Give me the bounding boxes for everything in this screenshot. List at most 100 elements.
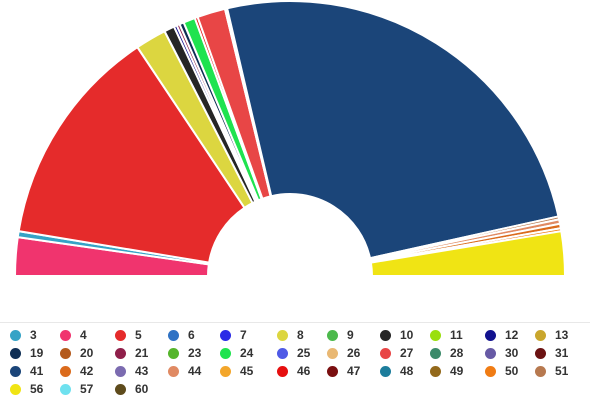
legend-swatch [60, 383, 71, 395]
legend-swatch [10, 365, 21, 377]
legend-swatch [277, 329, 288, 341]
legend-item-11[interactable]: 11 [430, 326, 463, 344]
legend-swatch [485, 365, 496, 377]
legend-swatch [220, 365, 231, 377]
legend-item-42[interactable]: 42 [60, 362, 93, 380]
legend-label: 48 [400, 364, 414, 378]
legend-item-4[interactable]: 4 [60, 326, 87, 344]
legend-label: 10 [400, 328, 414, 342]
legend-item-48[interactable]: 48 [380, 362, 413, 380]
legend-swatch [327, 365, 338, 377]
legend-label: 44 [188, 364, 202, 378]
legend-swatch [10, 347, 21, 359]
legend-label: 57 [80, 382, 94, 396]
legend-swatch [220, 329, 231, 341]
legend-label: 43 [135, 364, 149, 378]
legend-swatch [168, 365, 179, 377]
legend-swatch [115, 383, 126, 395]
legend-item-43[interactable]: 43 [115, 362, 148, 380]
legend-item-7[interactable]: 7 [220, 326, 247, 344]
legend-label: 13 [555, 328, 569, 342]
legend-item-3[interactable]: 3 [10, 326, 37, 344]
legend-swatch [10, 329, 21, 341]
legend-label: 51 [555, 364, 569, 378]
legend: 3 4 5 6 7 8 9 10 11 12 13 19 20 21 23 24 25 26 27 28 30 31 41 4… [0, 322, 590, 403]
legend-label: 25 [297, 346, 311, 360]
legend-label: 12 [505, 328, 519, 342]
legend-label: 47 [347, 364, 361, 378]
legend-item-9[interactable]: 9 [327, 326, 354, 344]
legend-swatch [220, 347, 231, 359]
legend-item-19[interactable]: 19 [10, 344, 43, 362]
legend-item-21[interactable]: 21 [115, 344, 148, 362]
legend-label: 24 [240, 346, 254, 360]
legend-item-41[interactable]: 41 [10, 362, 43, 380]
legend-swatch [60, 365, 71, 377]
legend-label: 6 [188, 328, 195, 342]
legend-label: 45 [240, 364, 254, 378]
legend-label: 60 [135, 382, 149, 396]
legend-item-5[interactable]: 5 [115, 326, 142, 344]
legend-item-51[interactable]: 51 [535, 362, 568, 380]
legend-swatch [277, 347, 288, 359]
legend-item-50[interactable]: 50 [485, 362, 518, 380]
legend-item-8[interactable]: 8 [277, 326, 304, 344]
legend-label: 7 [240, 328, 247, 342]
legend-swatch [60, 347, 71, 359]
legend-swatch [380, 329, 391, 341]
legend-label: 42 [80, 364, 94, 378]
arc-segment-5[interactable] [17, 45, 246, 264]
legend-item-49[interactable]: 49 [430, 362, 463, 380]
legend-label: 27 [400, 346, 414, 360]
legend-swatch [327, 329, 338, 341]
legend-label: 3 [30, 328, 37, 342]
legend-item-23[interactable]: 23 [168, 344, 201, 362]
legend-item-30[interactable]: 30 [485, 344, 518, 362]
legend-item-20[interactable]: 20 [60, 344, 93, 362]
legend-swatch [10, 383, 21, 395]
legend-label: 56 [30, 382, 44, 396]
arc-segments [13, 0, 567, 277]
legend-item-60[interactable]: 60 [115, 380, 148, 398]
legend-swatch [168, 329, 179, 341]
legend-item-46[interactable]: 46 [277, 362, 310, 380]
arc-segment-56[interactable] [369, 230, 567, 277]
legend-label: 9 [347, 328, 354, 342]
legend-item-26[interactable]: 26 [327, 344, 360, 362]
legend-item-57[interactable]: 57 [60, 380, 93, 398]
legend-swatch [327, 347, 338, 359]
legend-label: 5 [135, 328, 142, 342]
legend-item-56[interactable]: 56 [10, 380, 43, 398]
arc-segment-41[interactable] [225, 0, 560, 260]
parliament-arc [13, 0, 567, 277]
legend-item-44[interactable]: 44 [168, 362, 201, 380]
legend-item-28[interactable]: 28 [430, 344, 463, 362]
legend-item-10[interactable]: 10 [380, 326, 413, 344]
legend-swatch [535, 347, 546, 359]
legend-label: 28 [450, 346, 464, 360]
legend-swatch [277, 365, 288, 377]
legend-item-45[interactable]: 45 [220, 362, 253, 380]
legend-item-12[interactable]: 12 [485, 326, 518, 344]
legend-swatch [430, 365, 441, 377]
legend-swatch [430, 329, 441, 341]
legend-label: 26 [347, 346, 361, 360]
legend-item-27[interactable]: 27 [380, 344, 413, 362]
legend-item-31[interactable]: 31 [535, 344, 568, 362]
legend-item-47[interactable]: 47 [327, 362, 360, 380]
legend-swatch [60, 329, 71, 341]
legend-swatch [115, 365, 126, 377]
legend-swatch [380, 347, 391, 359]
legend-item-13[interactable]: 13 [535, 326, 568, 344]
legend-item-24[interactable]: 24 [220, 344, 253, 362]
legend-label: 31 [555, 346, 569, 360]
legend-item-25[interactable]: 25 [277, 344, 310, 362]
legend-swatch [535, 365, 546, 377]
legend-label: 20 [80, 346, 94, 360]
legend-swatch [168, 347, 179, 359]
legend-item-6[interactable]: 6 [168, 326, 195, 344]
legend-swatch [115, 329, 126, 341]
legend-swatch [535, 329, 546, 341]
legend-swatch [430, 347, 441, 359]
